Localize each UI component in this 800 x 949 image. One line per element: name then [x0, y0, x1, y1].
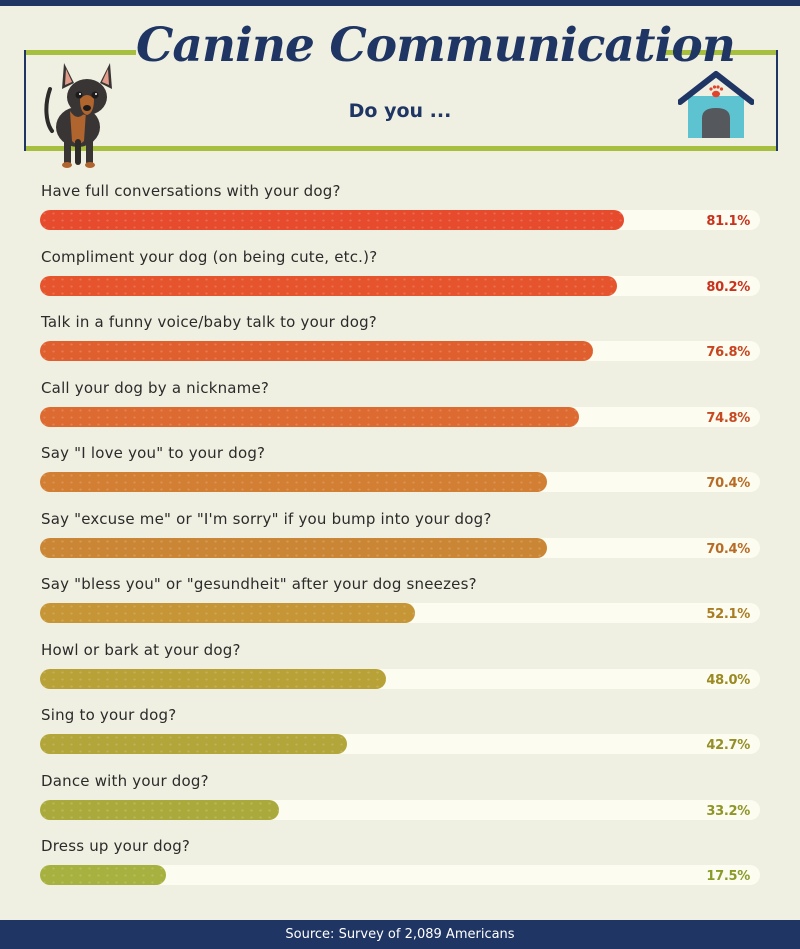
value-label: 52.1% — [706, 607, 750, 622]
bar-row: Sing to your dog? 42.7% — [0, 694, 800, 760]
category-label: Say "excuse me" or "I'm sorry" if you bu… — [41, 509, 492, 528]
bar-track — [40, 406, 760, 427]
category-label: Compliment your dog (on being cute, etc.… — [41, 247, 378, 266]
value-label: 80.2% — [706, 279, 750, 295]
category-label: Have full conversations with your dog? — [41, 182, 341, 200]
header-rule-left — [24, 50, 136, 55]
bar — [40, 341, 593, 361]
bar — [40, 799, 280, 820]
page-subtitle: Do you ... — [348, 100, 452, 122]
bar-track — [40, 668, 760, 689]
bar-track — [40, 799, 760, 820]
bar-row: Dress up your dog? 17.5% — [0, 825, 800, 891]
category-label: Talk in a funny voice/baby talk to your … — [41, 313, 377, 331]
bar — [40, 472, 547, 492]
header-edge-right — [776, 50, 778, 151]
bar — [40, 865, 166, 885]
bar-row: Dance with your dog? 33.2% — [0, 760, 800, 826]
category-label: Call your dog by a nickname? — [41, 378, 270, 397]
bar — [40, 210, 624, 230]
header-edge-left — [24, 50, 26, 151]
header-rule-right — [662, 50, 778, 55]
top-border — [0, 0, 800, 6]
category-label: Sing to your dog? — [41, 706, 177, 724]
header-rule-bottom — [24, 146, 778, 151]
bar — [40, 406, 579, 427]
value-label: 33.2% — [706, 803, 750, 819]
bar — [40, 734, 348, 754]
bar-row: Say "bless you" or "gesundheit" after yo… — [0, 563, 800, 629]
bar-track — [40, 865, 760, 885]
category-label: Say "bless you" or "gesundheit" after yo… — [41, 575, 477, 593]
value-label: 70.4% — [706, 541, 750, 557]
bar-track — [40, 275, 760, 296]
bar-track — [40, 472, 760, 492]
value-label: 76.8% — [706, 345, 750, 360]
value-label: 17.5% — [706, 869, 750, 884]
doghouse-icon — [678, 71, 754, 138]
category-label: Dance with your dog? — [41, 771, 209, 790]
dog-icon — [44, 63, 112, 168]
bar-row: Talk in a funny voice/baby talk to your … — [0, 301, 800, 367]
bar-row: Call your dog by a nickname? 74.8% — [0, 367, 800, 433]
bar — [40, 537, 547, 558]
bar-track — [40, 603, 760, 623]
bar-track — [40, 734, 760, 754]
bar — [40, 668, 386, 689]
category-label: Dress up your dog? — [41, 837, 191, 855]
bar-track — [40, 210, 760, 230]
bar-row: Howl or bark at your dog? 48.0% — [0, 629, 800, 695]
bar-row: Compliment your dog (on being cute, etc.… — [0, 236, 800, 302]
bar-row: Have full conversations with your dog? 81… — [0, 170, 800, 236]
bar-chart: Have full conversations with your dog? 81… — [0, 170, 800, 900]
bar-row: Say "I love you" to your dog? 70.4% — [0, 432, 800, 498]
page-title: Canine Communication — [136, 18, 736, 73]
paw-icon — [709, 85, 724, 98]
bar — [40, 275, 618, 296]
header: Canine Communication Do you ... — [0, 6, 800, 168]
value-label: 81.1% — [706, 214, 750, 229]
value-label: 48.0% — [706, 672, 750, 688]
bar-track — [40, 341, 760, 361]
value-label: 74.8% — [706, 410, 750, 426]
source-footer: Source: Survey of 2,089 Americans — [0, 920, 800, 949]
category-label: Howl or bark at your dog? — [41, 640, 241, 659]
bar-row: Say "excuse me" or "I'm sorry" if you bu… — [0, 498, 800, 564]
bar — [40, 603, 416, 623]
value-label: 70.4% — [706, 476, 750, 491]
value-label: 42.7% — [706, 738, 750, 753]
category-label: Say "I love you" to your dog? — [41, 444, 266, 462]
bar-track — [40, 537, 760, 558]
